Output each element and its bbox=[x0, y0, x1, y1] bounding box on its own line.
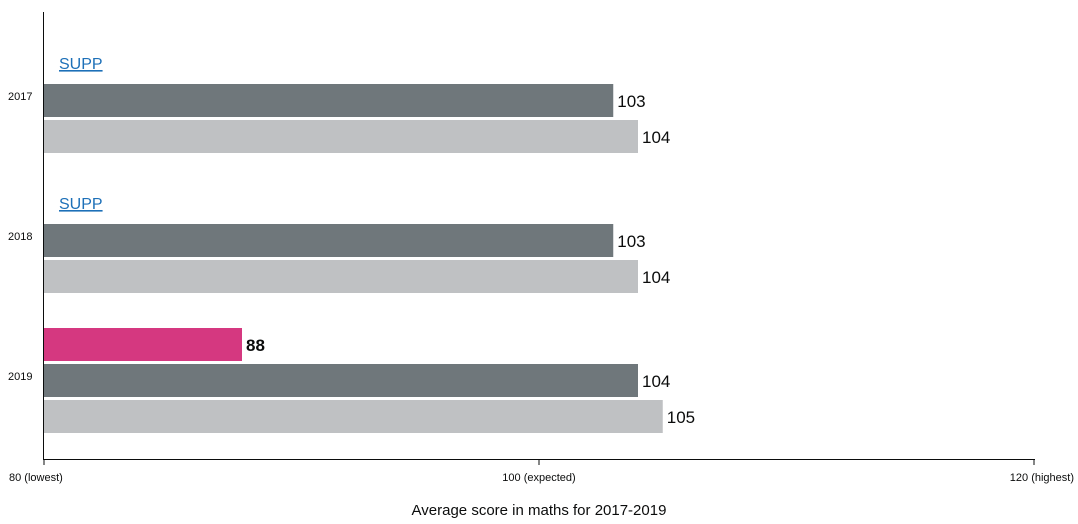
x-tick-label: 100 (expected) bbox=[502, 472, 575, 484]
year-label: 2017 bbox=[8, 91, 32, 103]
bar-value-label: 88 bbox=[246, 336, 265, 355]
bar-value-label: 104 bbox=[642, 128, 670, 147]
year-group-2019: 2019 88 104 105 bbox=[8, 328, 695, 433]
bar-value-label: 104 bbox=[642, 372, 670, 391]
suppressed-link[interactable]: SUPP bbox=[59, 196, 103, 213]
bar bbox=[44, 364, 638, 397]
suppressed-link[interactable]: SUPP bbox=[59, 56, 103, 73]
bar-groups: 2017 SUPP 103 104 2018 SUPP 103 104 2019 88 104 105 bbox=[8, 56, 695, 433]
x-tick-label: 80 (lowest) bbox=[9, 472, 63, 484]
bar bbox=[44, 400, 663, 433]
x-tick-label: 120 (highest) bbox=[1010, 472, 1074, 484]
bar bbox=[44, 260, 638, 293]
x-axis-title: Average score in maths for 2017-2019 bbox=[412, 502, 667, 519]
bar-value-label: 105 bbox=[667, 408, 695, 427]
bar bbox=[44, 328, 242, 361]
bar-value-label: 103 bbox=[617, 92, 645, 111]
bar bbox=[44, 224, 614, 257]
bar-value-label: 104 bbox=[642, 268, 670, 287]
x-axis-ticks: 80 (lowest) 100 (expected) 120 (highest) bbox=[9, 459, 1074, 484]
year-group-2017: 2017 SUPP 103 104 bbox=[8, 56, 670, 153]
bar bbox=[44, 84, 614, 117]
year-group-2018: 2018 SUPP 103 104 bbox=[8, 196, 670, 293]
year-label: 2019 bbox=[8, 371, 32, 383]
bar-value-label: 103 bbox=[617, 232, 645, 251]
bar bbox=[44, 120, 638, 153]
year-label: 2018 bbox=[8, 231, 32, 243]
